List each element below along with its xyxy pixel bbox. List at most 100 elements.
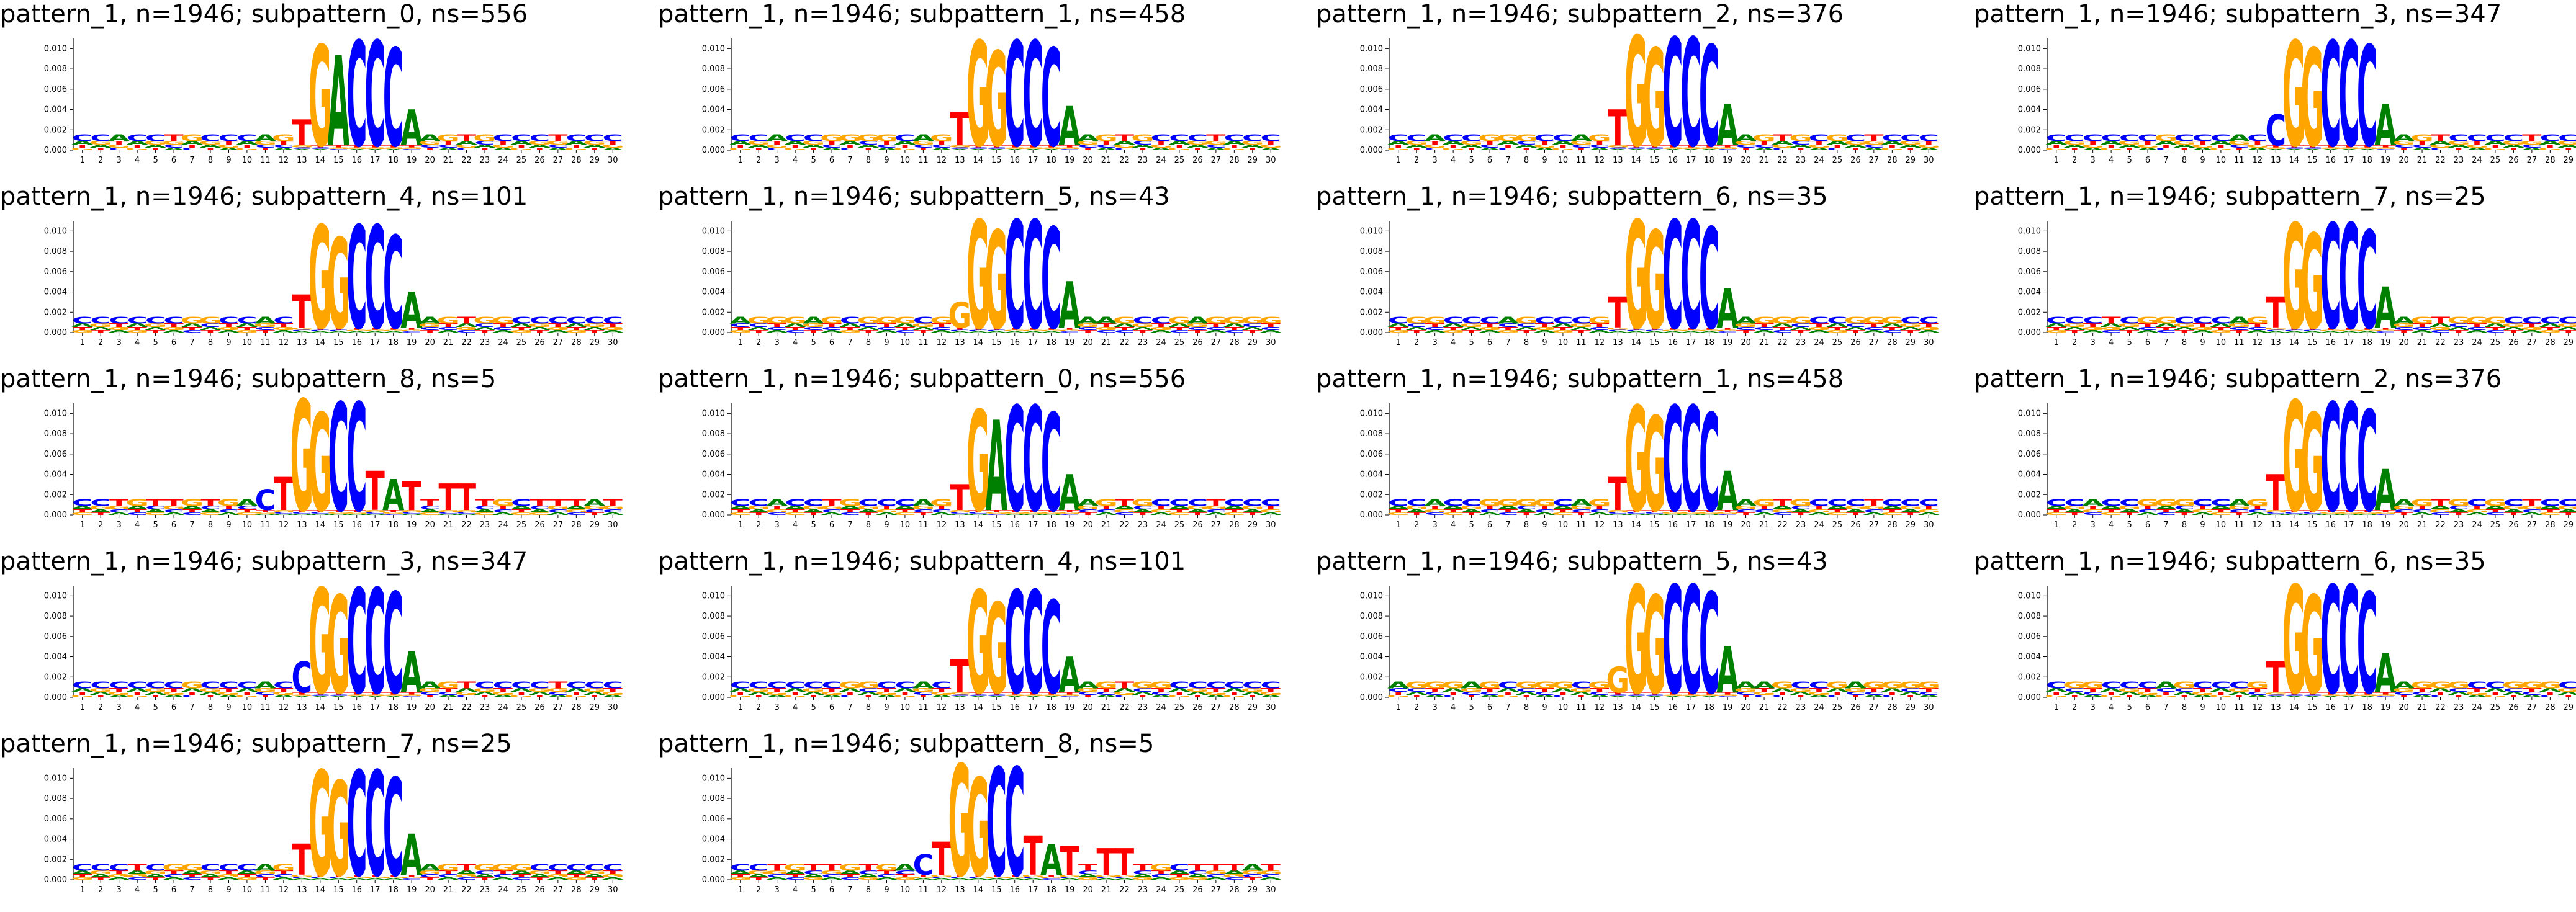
y-tick-label: 0.010	[702, 409, 725, 418]
logo-letter-T: T	[2522, 133, 2542, 143]
logo-letter-T: T	[987, 327, 1006, 330]
logo-letter-T: T	[804, 694, 824, 699]
logo-letter-C: C	[310, 329, 331, 332]
logo-letter-C: C	[1845, 691, 1867, 696]
logo-letter-A: A	[602, 877, 624, 881]
logo-letter-T: T	[950, 478, 970, 519]
logo-letter-T: T	[1188, 147, 1208, 151]
logo-letter-G: G	[1588, 133, 1611, 143]
logo-letter-A: A	[218, 147, 240, 151]
x-tick-label: 8	[866, 885, 871, 895]
logo-letter-T: T	[2449, 329, 2469, 334]
logo-letter-A: A	[1461, 144, 1483, 149]
logo-letter-G: G	[345, 329, 369, 332]
logo-letter-G: G	[2282, 195, 2306, 362]
logo-letter-T: T	[384, 692, 403, 695]
logo-letter-C: C	[2430, 512, 2451, 516]
logo-letter-G: G	[1387, 329, 1410, 334]
logo-letter-T: T	[2504, 329, 2524, 334]
logo-letter-A: A	[803, 315, 825, 326]
logo-letter-G: G	[875, 509, 899, 514]
logo-letter-G: G	[1551, 329, 1575, 334]
logo-letter-T: T	[2156, 691, 2176, 696]
logo-letter-T: T	[1572, 329, 1592, 334]
logo-letter-T: T	[2485, 691, 2505, 696]
logo-letter-C: C	[364, 742, 385, 909]
logo-letter-T: T	[1773, 133, 1793, 143]
logo-panel: pattern_1, n=1946; subpattern_1, ns=458 0…	[1316, 365, 1960, 547]
logo-letter-C: C	[364, 197, 385, 361]
logo-letter-G: G	[1076, 505, 1100, 511]
x-tick-label: 14	[1631, 703, 1642, 712]
logo-letter-C: C	[1096, 877, 1117, 879]
logo-letter-T: T	[2522, 498, 2542, 508]
logo-letter-T: T	[1901, 329, 1921, 334]
x-tick-label: 5	[2127, 338, 2132, 347]
logo-letter-G: G	[1734, 140, 1758, 146]
logo-letter-C: C	[2375, 513, 2396, 515]
x-tick-label: 16	[351, 338, 362, 347]
y-tick-label: 0.008	[702, 429, 725, 439]
logo-letter-G: G	[363, 329, 387, 332]
logo-letter-G: G	[382, 877, 405, 879]
logo-letter-A: A	[1808, 147, 1831, 151]
x-tick-label: 4	[2109, 703, 2114, 712]
x-tick-label: 12	[937, 885, 947, 895]
logo-letter-A: A	[199, 874, 222, 878]
logo-letter-C: C	[200, 323, 221, 328]
logo-letter-T: T	[2266, 145, 2286, 148]
y-tick-label: 0.004	[1360, 288, 1383, 297]
logo-letter-G: G	[1423, 680, 1447, 691]
x-tick-label: 2	[756, 521, 761, 530]
logo-letter-C: C	[1918, 691, 1939, 696]
x-tick-label: 16	[2325, 521, 2336, 530]
logo-letter-C: C	[2357, 382, 2378, 543]
logo-letter-A: A	[2302, 695, 2323, 697]
logo-letter-T: T	[1590, 687, 1610, 693]
logo-letter-C: C	[785, 498, 806, 508]
logo-letter-A: A	[2173, 509, 2195, 514]
x-tick-label: 13	[1613, 156, 1623, 165]
logo-letter-C: C	[328, 373, 349, 545]
logo-letter-T: T	[146, 877, 166, 881]
logo-letter-A: A	[1497, 687, 1520, 693]
logo-letter-G: G	[912, 323, 935, 328]
x-tick-label: 16	[1009, 885, 1020, 895]
logo-letter-G: G	[2300, 21, 2324, 177]
logo-letter-A: A	[1515, 326, 1538, 331]
x-tick-label: 5	[153, 156, 158, 165]
logo-letter-A: A	[1607, 695, 1629, 697]
logo-letter-G: G	[418, 323, 442, 328]
logo-letter-T: T	[1188, 512, 1208, 516]
logo-letter-C: C	[1754, 144, 1775, 149]
logo-letter-T: T	[1718, 509, 1737, 512]
logo-letter-A: A	[1845, 680, 1867, 691]
logo-letter-T: T	[1608, 288, 1628, 338]
logo-letter-G: G	[966, 561, 990, 726]
logo-letter-T: T	[1151, 323, 1171, 328]
logo-letter-C: C	[1151, 133, 1172, 143]
chart-title: pattern_1, n=1946; subpattern_5, ns=43	[1316, 547, 1828, 576]
logo-letter-A: A	[1534, 329, 1556, 334]
logo-letter-G: G	[89, 687, 112, 693]
logo-letter-C: C	[236, 680, 258, 691]
logo-letter-A: A	[2119, 691, 2141, 696]
logo-letter-A: A	[1040, 836, 1062, 885]
logo-letter-C: C	[602, 315, 623, 326]
x-tick-label: 19	[407, 156, 417, 165]
logo-letter-G: G	[2063, 505, 2086, 511]
x-tick-label: 29	[1248, 703, 1258, 712]
logo-letter-G: G	[1917, 144, 1940, 149]
logo-letter-T: T	[2248, 140, 2268, 146]
logo-letter-G: G	[1661, 329, 1685, 332]
logo-letter-C: C	[1041, 574, 1062, 723]
x-tick-label: 5	[1469, 156, 1474, 165]
logo-letter-A: A	[1515, 509, 1538, 514]
logo-letter-C: C	[2046, 133, 2067, 143]
chart-title: pattern_1, n=1946; subpattern_1, ns=458	[1316, 365, 1844, 393]
logo-letter-T: T	[384, 145, 403, 148]
logo-letter-A: A	[1534, 512, 1556, 516]
logo-letter-C: C	[547, 862, 569, 873]
x-tick-label: 1	[2054, 338, 2059, 347]
logo-letter-C: C	[2357, 17, 2378, 178]
